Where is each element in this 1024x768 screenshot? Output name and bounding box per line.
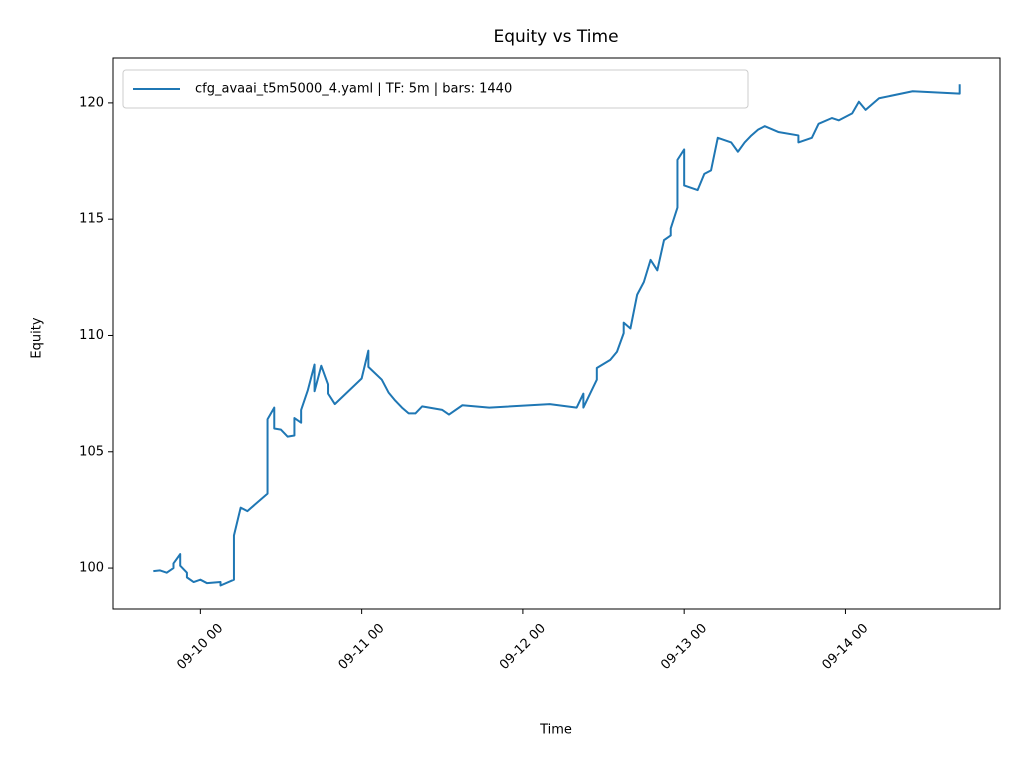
- legend-box: [122, 69, 749, 109]
- x-tick-label: 09-10 00: [174, 621, 226, 673]
- y-axis-label: Equity: [30, 317, 45, 358]
- series-line: [153, 84, 961, 587]
- y-tick-label: 120: [79, 95, 104, 110]
- x-axis-label: Time: [539, 723, 572, 738]
- y-tick-label: 110: [79, 328, 104, 343]
- y-tick-label: 115: [79, 212, 104, 227]
- x-tick-label: 09-14 00: [819, 621, 871, 673]
- x-tick-label: 09-12 00: [497, 621, 549, 673]
- x-tick-label: 09-13 00: [658, 621, 710, 673]
- x-tick-label: 09-11 00: [336, 621, 388, 673]
- legend-label: cfg_avaai_t5m5000_4.yaml | TF: 5m | bars…: [195, 82, 512, 97]
- y-tick-label: 100: [79, 561, 104, 576]
- chart-title: Equity vs Time: [493, 27, 618, 47]
- y-tick-label: 105: [79, 444, 104, 459]
- plot-area: [112, 57, 1001, 610]
